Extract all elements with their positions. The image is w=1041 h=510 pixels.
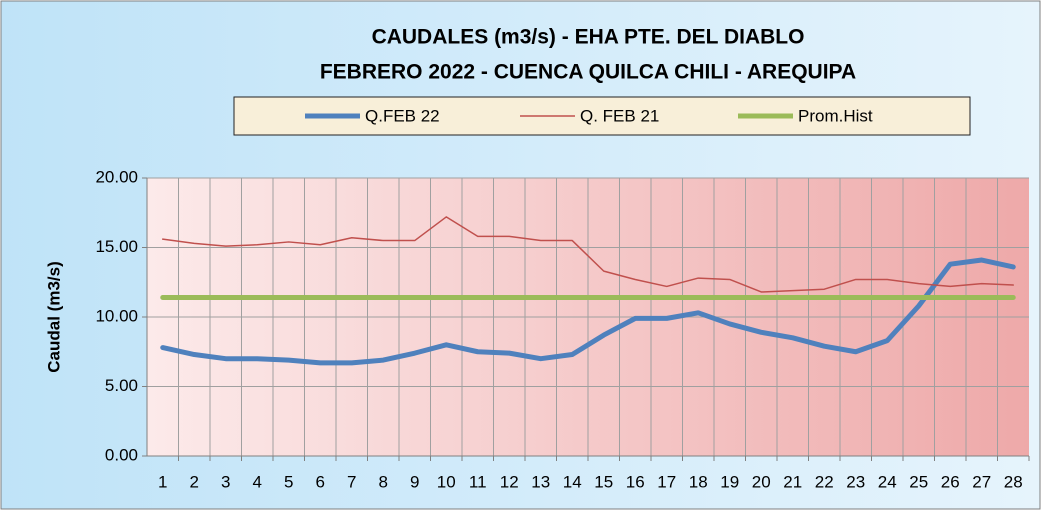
y-axis-label: Caudal (m3/s) xyxy=(44,261,63,372)
x-tick-label: 22 xyxy=(815,472,834,491)
x-tick-label: 11 xyxy=(469,472,487,491)
y-tick-label: 20.00 xyxy=(95,167,138,186)
x-tick-label: 10 xyxy=(437,472,456,491)
x-tick-label: 8 xyxy=(379,472,388,491)
x-tick-label: 14 xyxy=(563,472,582,491)
x-tick-label: 13 xyxy=(531,472,550,491)
x-tick-label: 7 xyxy=(347,472,356,491)
legend-label: Prom.Hist xyxy=(798,106,873,125)
x-tick-label: 5 xyxy=(284,472,293,491)
x-tick-label: 2 xyxy=(190,472,199,491)
x-tick-label: 1 xyxy=(158,472,167,491)
series-line xyxy=(162,216,1014,293)
x-tick-label: 12 xyxy=(500,472,519,491)
y-tick-label: 10.00 xyxy=(95,306,138,325)
x-tick-label: 15 xyxy=(594,472,613,491)
legend-label: Q.FEB 22 xyxy=(365,106,440,125)
x-tick-label: 24 xyxy=(878,472,897,491)
x-tick-label: 26 xyxy=(941,472,960,491)
x-tick-label: 16 xyxy=(626,472,645,491)
x-tick-label: 28 xyxy=(1004,472,1023,491)
chart-title: CAUDALES (m3/s) - EHA PTE. DEL DIABLO xyxy=(372,26,805,49)
x-tick-label: 21 xyxy=(783,472,802,491)
x-tick-label: 17 xyxy=(657,472,676,491)
x-tick-label: 18 xyxy=(689,472,708,491)
series-line xyxy=(160,257,1016,366)
legend-label: Q. FEB 21 xyxy=(580,106,659,125)
chart-subtitle: FEBRERO 2022 - CUENCA QUILCA CHILI - ARE… xyxy=(320,61,856,84)
x-tick-label: 27 xyxy=(972,472,991,491)
x-tick-label: 4 xyxy=(253,472,262,491)
x-tick-label: 6 xyxy=(316,472,325,491)
x-tick-label: 25 xyxy=(909,472,928,491)
y-tick-label: 5.00 xyxy=(105,376,138,395)
y-tick-label: 0.00 xyxy=(105,445,138,464)
x-tick-label: 20 xyxy=(752,472,771,491)
x-tick-label: 3 xyxy=(221,472,230,491)
y-tick-label: 15.00 xyxy=(95,237,138,256)
x-tick-label: 19 xyxy=(720,472,739,491)
x-tick-label: 23 xyxy=(846,472,865,491)
x-tick-label: 9 xyxy=(410,472,419,491)
